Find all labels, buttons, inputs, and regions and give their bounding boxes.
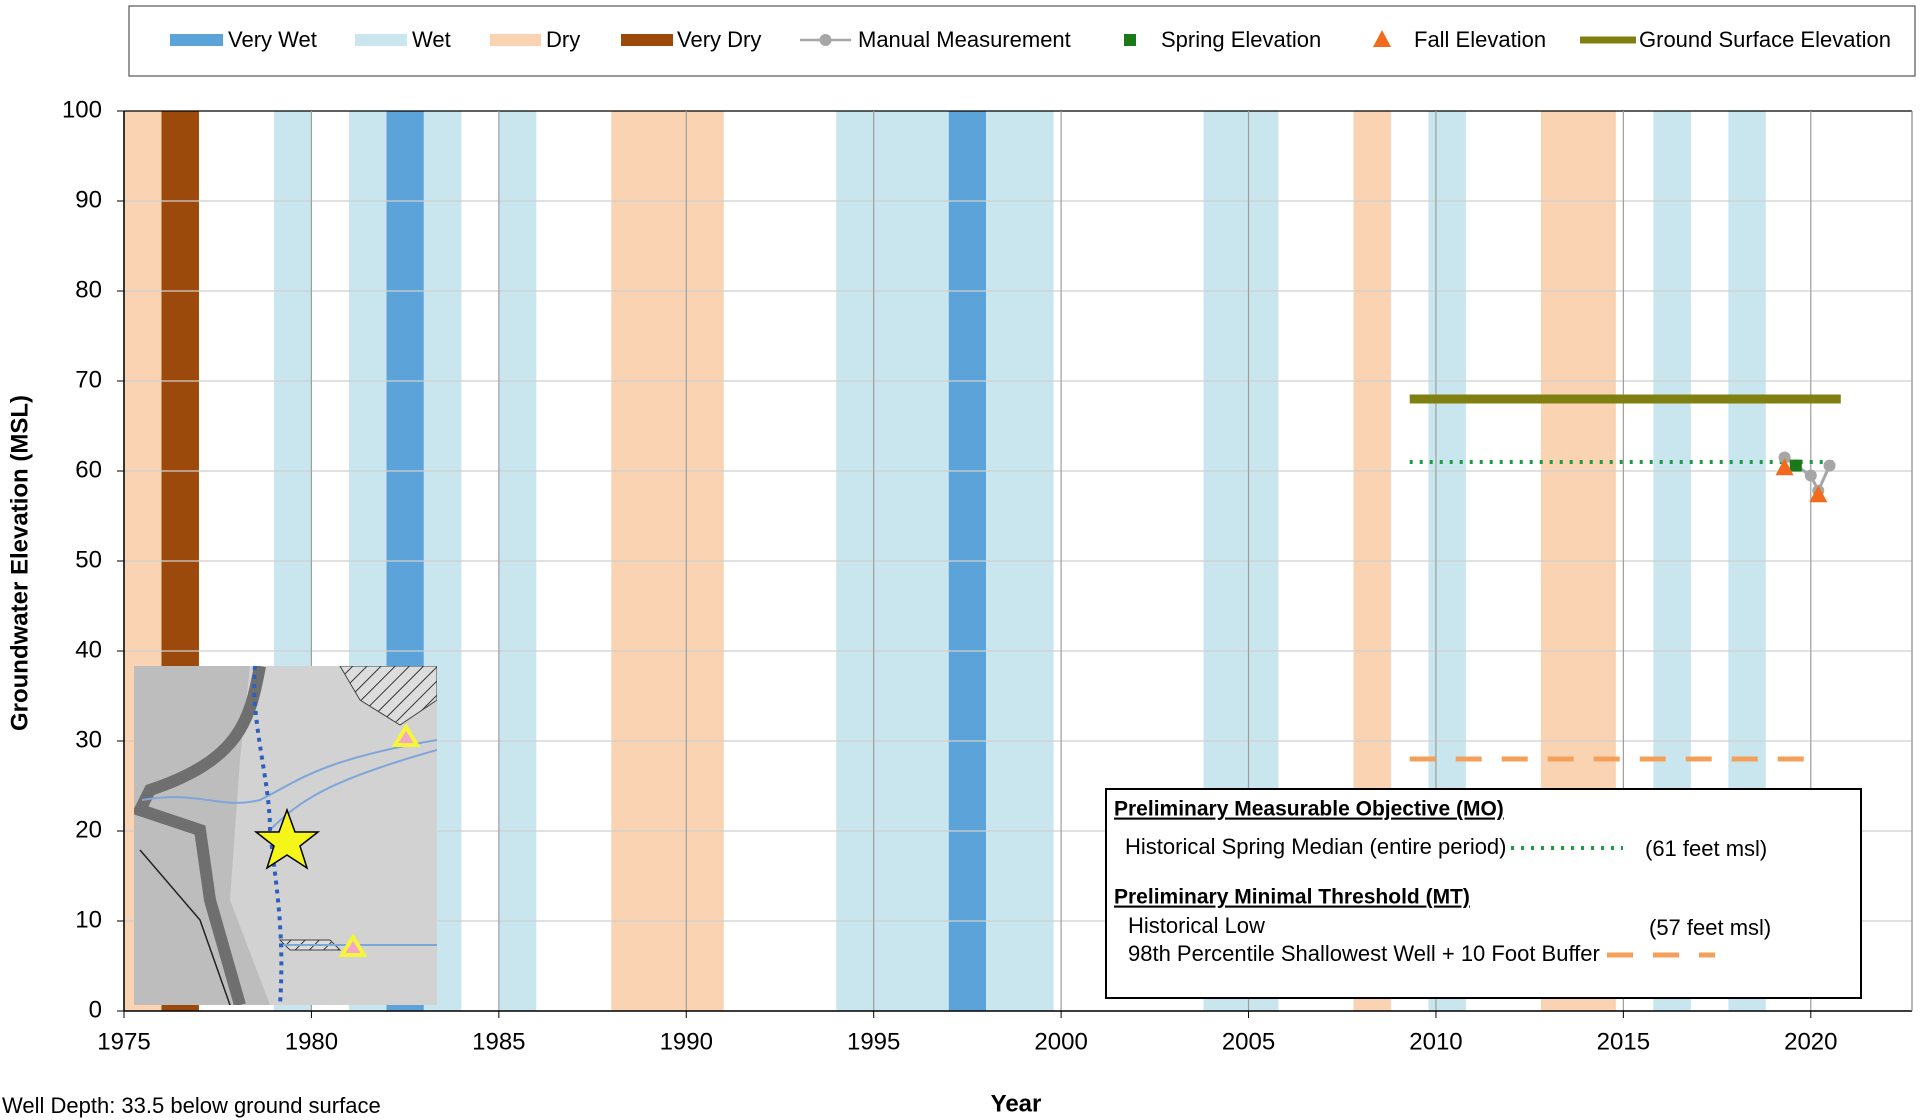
legend-label: Spring Elevation	[1161, 27, 1321, 52]
y-tick-label: 50	[75, 546, 102, 573]
x-tick-label: 2005	[1222, 1028, 1275, 1055]
x-tick-label: 1980	[285, 1028, 338, 1055]
map-inset	[134, 666, 437, 1005]
marks	[1409, 394, 1841, 855]
reference-value-label: (57 feet msl)	[1649, 915, 1771, 940]
x-tick-label: 1985	[472, 1028, 525, 1055]
mo-heading: Preliminary Measurable Objective (MO)	[1114, 798, 1504, 821]
reference-label: Historical Spring Median (entire period)	[1125, 834, 1507, 859]
x-tick-label: 1995	[847, 1028, 900, 1055]
legend-label: Dry	[546, 27, 580, 52]
y-tick-label: 90	[75, 186, 102, 213]
y-tick-label: 100	[62, 96, 102, 123]
x-tick-label: 2000	[1034, 1028, 1087, 1055]
legend-label: Very Dry	[677, 27, 761, 52]
legend-label: Manual Measurement	[858, 27, 1071, 52]
x-tick-label: 1975	[97, 1028, 150, 1055]
y-tick-label: 60	[75, 456, 102, 483]
y-tick-label: 20	[75, 816, 102, 843]
circle-marker	[1804, 469, 1817, 482]
y-tick-label: 40	[75, 636, 102, 663]
legend-swatch	[355, 34, 407, 46]
mt-heading: Preliminary Minimal Threshold (MT)	[1114, 886, 1470, 909]
y-tick-label: 10	[75, 906, 102, 933]
reference-value-label: (61 feet msl)	[1645, 836, 1767, 861]
square-marker	[1789, 459, 1802, 472]
legend-label: Ground Surface Elevation	[1639, 27, 1891, 52]
circle-marker	[819, 34, 832, 46]
x-tick-label: 1990	[660, 1028, 713, 1055]
footnote: Well Depth: 33.5 below ground surface	[2, 1093, 381, 1118]
legend-label: Very Wet	[228, 27, 317, 52]
x-tick-label: 2015	[1597, 1028, 1650, 1055]
x-tick-label: 2010	[1409, 1028, 1462, 1055]
legend-swatch	[170, 34, 223, 46]
triangle-marker	[1809, 485, 1828, 503]
x-tick-label: 2020	[1784, 1028, 1837, 1055]
y-tick-label: 0	[89, 996, 102, 1023]
reference-label: 98th Percentile Shallowest Well + 10 Foo…	[1128, 941, 1600, 966]
triangle-marker	[1775, 458, 1794, 476]
y-tick-label: 80	[75, 276, 102, 303]
square-marker	[1124, 34, 1136, 46]
y-tick-label: 70	[75, 366, 102, 393]
legend-swatch	[621, 34, 673, 46]
triangle-marker	[1373, 30, 1391, 47]
legend-swatch	[490, 34, 541, 46]
x-axis-title: Year	[991, 1090, 1042, 1117]
circle-marker	[1778, 451, 1791, 464]
y-axis-title: Groundwater Elevation (MSL)	[6, 395, 33, 731]
reference-label: Historical Low	[1128, 913, 1265, 938]
legend-label: Wet	[412, 27, 451, 52]
threshold-legend-box	[1105, 788, 1862, 999]
y-tick-label: 30	[75, 726, 102, 753]
legend-label: Fall Elevation	[1414, 27, 1546, 52]
circle-marker	[1823, 459, 1836, 472]
